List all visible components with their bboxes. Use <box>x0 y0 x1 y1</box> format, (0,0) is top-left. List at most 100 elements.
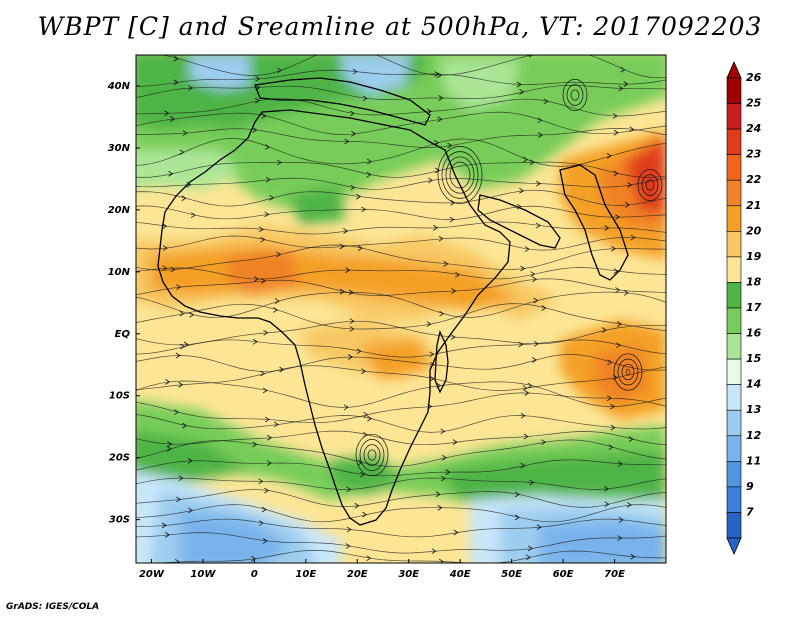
streamline-arrow <box>349 326 355 332</box>
streamline <box>136 98 666 117</box>
streamline-arrow <box>527 545 533 552</box>
streamline-arrow <box>613 170 619 177</box>
streamline-arrow <box>528 55 534 58</box>
streamline-arrow <box>520 462 526 469</box>
streamline-arrow <box>618 517 624 523</box>
streamline-arrow <box>188 85 194 91</box>
streamline-arrow <box>536 524 542 530</box>
streamline-arrow <box>165 379 171 385</box>
streamline <box>136 532 666 554</box>
streamline <box>136 380 666 408</box>
streamline-arrow <box>514 491 520 498</box>
streamline-arrow <box>187 457 193 464</box>
streamline-arrow <box>516 203 522 210</box>
streamline <box>136 518 666 538</box>
streamline <box>136 439 666 467</box>
streamline <box>136 489 666 508</box>
streamline-arrow <box>447 142 453 149</box>
streamline <box>136 244 666 271</box>
colorbar-bottom-arrow <box>726 537 742 555</box>
colorbar-label: 7 <box>746 505 754 518</box>
streamline-arrow <box>342 46 346 51</box>
colorbar-swatch <box>726 231 742 258</box>
streamline-arrow <box>606 153 612 159</box>
lat-tick-label: 30S <box>109 515 130 526</box>
streamline <box>136 235 666 251</box>
lon-tick-label: 40E <box>449 569 471 580</box>
streamline-arrow <box>426 321 432 327</box>
streamline-arrow <box>616 321 622 327</box>
colorbar-label: 24 <box>746 122 761 135</box>
streamline-arrow <box>366 171 372 178</box>
streamline-arrow <box>274 298 280 304</box>
streamline-arrow <box>435 167 441 174</box>
streamline-arrow <box>613 129 619 136</box>
streamline-arrow <box>530 271 536 277</box>
streamline-arrow <box>625 202 631 208</box>
streamline-arrow <box>252 441 258 448</box>
streamline-arrow <box>253 276 259 282</box>
streamline-arrow <box>363 411 369 418</box>
streamline-arrow <box>276 251 282 258</box>
colorbar-swatch <box>726 154 742 181</box>
streamline-arrow <box>264 144 270 150</box>
streamline-arrow <box>258 520 264 526</box>
streamline-arrow <box>258 478 264 485</box>
streamline-arrow <box>178 381 184 388</box>
streamline-arrow <box>524 390 530 396</box>
streamline-arrow <box>348 289 354 296</box>
streamline-arrow <box>267 434 273 441</box>
streamline-arrow <box>536 222 541 229</box>
streamline-arrow <box>616 342 622 349</box>
lat-tick-label: EQ <box>115 329 131 340</box>
streamline <box>136 205 666 220</box>
streamline-arrow <box>626 502 632 508</box>
lon-tick-label: 20W <box>139 569 165 580</box>
streamline-arrow <box>523 156 528 163</box>
streamline <box>136 550 666 563</box>
colorbar-swatch <box>726 77 742 104</box>
streamline-arrow <box>604 225 610 231</box>
streamline-arrow <box>164 532 170 538</box>
vortex-streamline <box>625 369 631 375</box>
streamline-arrow <box>604 501 610 508</box>
streamline-arrow <box>514 514 520 521</box>
streamline-arrow <box>190 212 196 218</box>
streamline-arrow <box>367 415 373 422</box>
colorbar-label: 23 <box>746 148 762 161</box>
streamline-arrow <box>520 412 526 419</box>
vortex-streamline <box>441 151 479 199</box>
colorbar-label: 11 <box>746 454 761 467</box>
streamline-arrow <box>273 307 279 313</box>
streamline-arrow <box>252 127 258 133</box>
streamline <box>136 278 666 296</box>
streamline-arrow <box>258 226 264 233</box>
vortex-streamline <box>566 84 584 106</box>
streamline-arrow <box>441 454 447 461</box>
streamline <box>136 291 666 318</box>
streamline-arrow <box>261 506 267 513</box>
streamline-arrow <box>532 276 538 283</box>
streamline-arrow <box>279 366 285 373</box>
streamline <box>136 85 666 100</box>
streamline-arrow <box>180 343 186 350</box>
streamline-arrow <box>541 305 547 311</box>
streamline-arrow <box>429 351 435 358</box>
streamline-arrow <box>362 511 368 518</box>
streamline <box>136 354 666 372</box>
streamline-arrow <box>604 486 609 492</box>
streamline <box>136 177 666 190</box>
streamline-arrow <box>620 66 626 73</box>
streamline-arrow <box>519 187 525 194</box>
colorbar-swatch <box>726 128 742 155</box>
streamline-arrow <box>611 245 617 252</box>
streamline-arrow <box>429 375 435 382</box>
colorbar-label: 13 <box>746 403 762 416</box>
streamline-arrow <box>262 387 268 394</box>
vortex-streamline <box>645 179 655 191</box>
streamline-arrow <box>431 548 437 554</box>
streamline-arrow <box>352 68 358 75</box>
vortex-streamline <box>355 433 389 477</box>
colorbar-swatch <box>726 333 742 360</box>
